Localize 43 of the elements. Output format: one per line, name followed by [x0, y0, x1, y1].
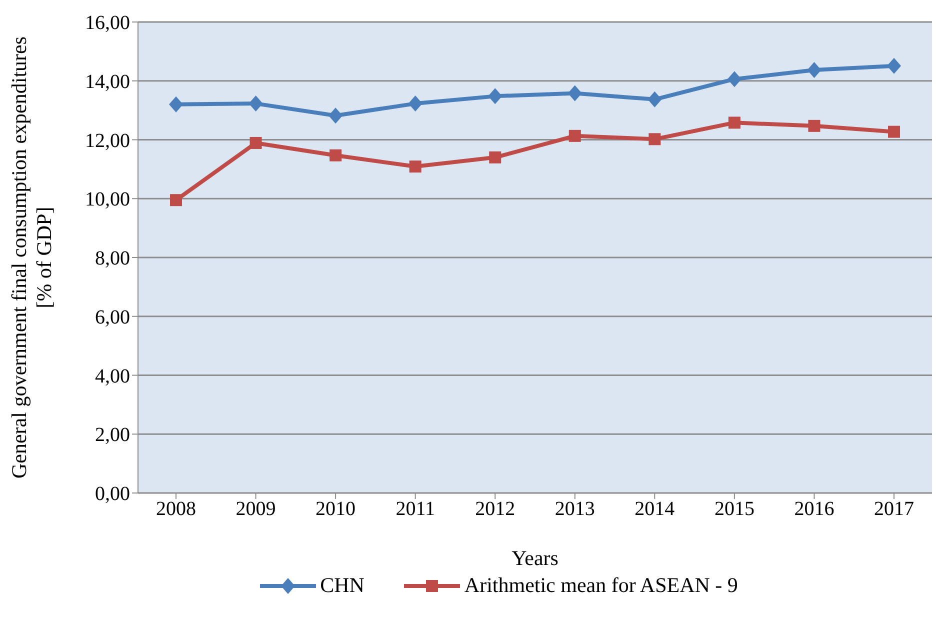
legend-label: CHN: [320, 573, 364, 598]
point: [409, 160, 422, 173]
y-tick-label: 4,00: [95, 365, 130, 388]
x-tick-label: 2013: [554, 498, 595, 520]
y-tick-label: 12,00: [85, 130, 130, 152]
x-tick-label: 2009: [236, 498, 276, 520]
point: [248, 96, 263, 112]
point: [887, 58, 901, 74]
point: [648, 91, 662, 108]
x-tick-label: 2016: [794, 498, 834, 520]
point: [728, 116, 740, 129]
y-tick-label: 14,00: [85, 70, 130, 93]
x-tick-label: 2015: [714, 498, 754, 520]
point: [170, 194, 182, 206]
point: [330, 149, 342, 162]
point: [568, 85, 582, 102]
point: [489, 151, 502, 164]
x-tick-label: 2014: [634, 498, 675, 520]
point: [328, 108, 343, 124]
x-tick-label: 2011: [396, 498, 435, 520]
y-tick-label: 2,00: [95, 424, 130, 446]
x-tick-label: 2010: [316, 498, 356, 520]
x-tick-label: 2012: [475, 498, 516, 520]
point: [808, 120, 820, 132]
point: [250, 136, 262, 149]
x-tick-label: 2017: [874, 498, 914, 520]
y-tick-label: 0,00: [95, 483, 130, 506]
y-tick-label: 10,00: [85, 188, 130, 211]
point: [488, 88, 502, 104]
y-tick-label: 8,00: [95, 248, 130, 270]
point: [408, 96, 422, 112]
point: [568, 130, 581, 142]
y-tick-label: 16,00: [85, 12, 130, 34]
point: [169, 96, 183, 112]
point: [807, 62, 822, 78]
x-tick-label: 2008: [156, 498, 196, 520]
y-tick-label: 6,00: [95, 306, 130, 328]
x-axis-title: Years: [512, 546, 558, 570]
y-axis-title: General government final consumption expenditures [% of GDP]: [7, 36, 56, 479]
point: [888, 126, 900, 138]
point: [648, 133, 661, 146]
legend-label: Arithmetic mean for ASEAN - 9: [464, 573, 738, 598]
point: [727, 71, 742, 88]
